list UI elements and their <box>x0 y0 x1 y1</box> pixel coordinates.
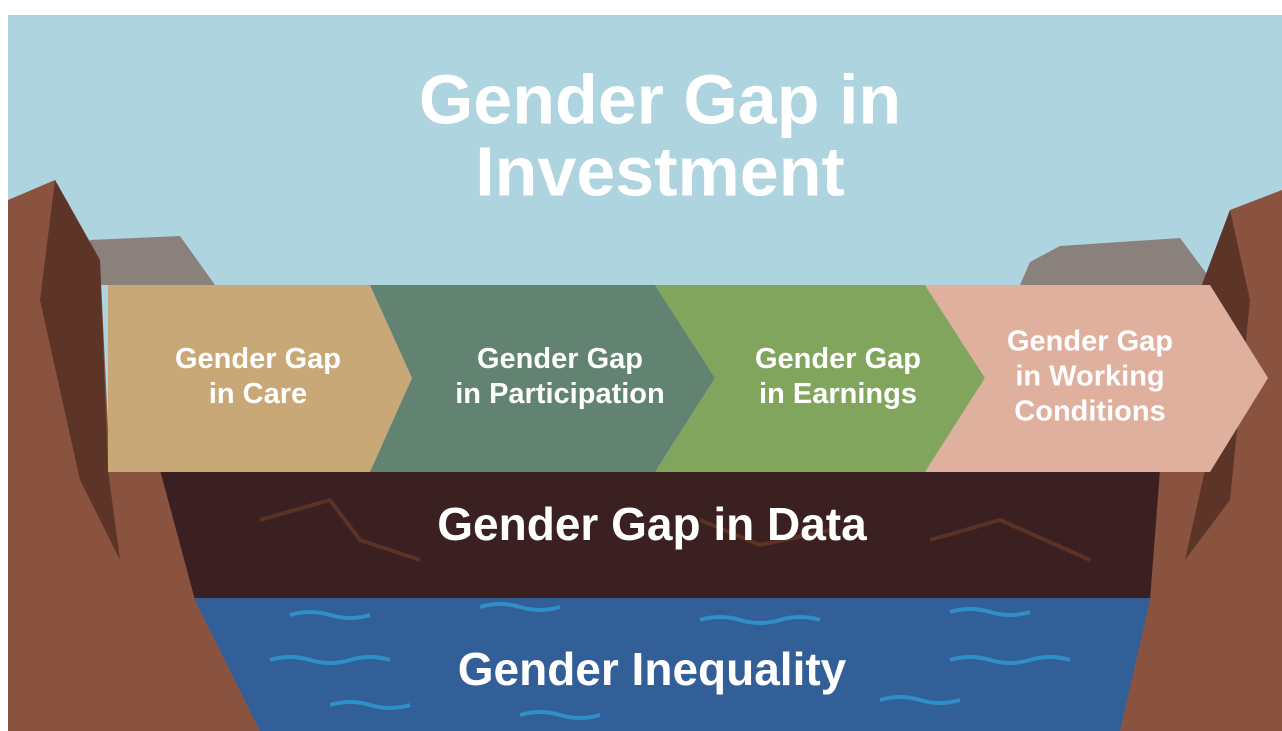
title-line: Gender Gap in <box>419 60 901 138</box>
stage-label: in Participation <box>455 378 664 410</box>
page: Gender Gap inInvestmentGender Gapin Care… <box>0 0 1282 731</box>
stage-label: in Care <box>209 378 307 410</box>
title-line: Investment <box>475 132 845 210</box>
stage-label: in Earnings <box>759 378 917 410</box>
stage-label: in Working <box>1015 361 1164 393</box>
stage-label: Gender Gap <box>477 343 643 375</box>
stage-label: Gender Gap <box>175 343 341 375</box>
base-label: Gender Inequality <box>458 643 847 695</box>
stage-label: Conditions <box>1014 396 1165 428</box>
stage-label: Gender Gap <box>755 343 921 375</box>
data-gap-label: Gender Gap in Data <box>437 498 867 550</box>
stage-label: Gender Gap <box>1007 326 1173 358</box>
infographic: Gender Gap inInvestmentGender Gapin Care… <box>0 0 1282 731</box>
